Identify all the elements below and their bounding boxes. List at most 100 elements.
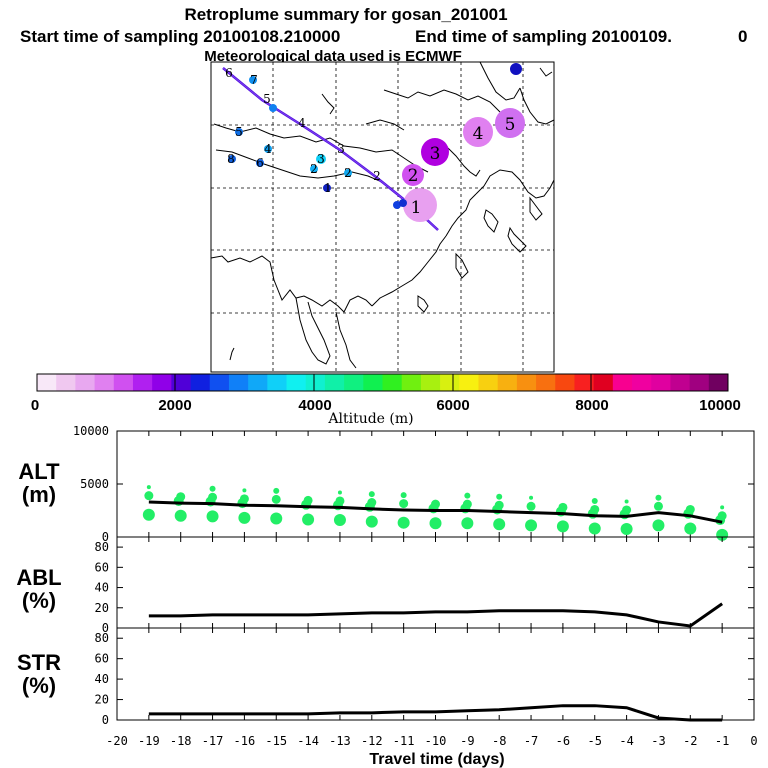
- colorbar-swatch: [440, 374, 460, 391]
- colorbar-swatch: [305, 374, 326, 391]
- abl-series-line: [148, 602, 724, 628]
- colorbar-swatch: [612, 374, 633, 391]
- traj-dot: [344, 169, 352, 177]
- colorbar-swatch: [420, 374, 441, 391]
- traj-label: 4: [298, 116, 306, 130]
- traj-dot: [310, 165, 318, 173]
- met-data-label: Meteorological data used is ECMWF: [204, 48, 462, 65]
- colorbar-tick: 8000: [575, 397, 608, 414]
- colorbar-swatch: [228, 374, 249, 391]
- x-tick-label: -4: [619, 734, 633, 748]
- alt-scatter-point: [242, 488, 247, 493]
- alt-scatter-point: [302, 513, 315, 526]
- alt-scatter-point: [368, 491, 375, 498]
- traj-dot: [316, 154, 326, 164]
- colorbar-swatch: [574, 374, 595, 391]
- alt-scatter-point: [461, 517, 474, 530]
- alt-scatter-point: [142, 508, 155, 521]
- x-tick-label: -14: [297, 734, 319, 748]
- map-grid: [211, 62, 554, 372]
- x-tick-label: -6: [556, 734, 570, 748]
- x-tick-label: -18: [170, 734, 192, 748]
- x-axis-label: Travel time (days): [369, 751, 504, 768]
- colorbar-swatch: [708, 374, 729, 391]
- traj-dot: [399, 199, 407, 207]
- colorbar-swatch: [651, 374, 671, 391]
- alt-scatter-point: [146, 485, 151, 490]
- plume-cluster-2: [402, 164, 424, 186]
- colorbar-swatch: [632, 374, 652, 391]
- colorbar-swatch: [593, 374, 614, 391]
- colorbar-swatch: [94, 374, 115, 391]
- traj-label: 8: [227, 152, 235, 166]
- traj-label: 6: [225, 66, 233, 80]
- traj-dot: [269, 104, 277, 112]
- plume-cluster-1: [403, 188, 437, 222]
- alt-scatter-point: [526, 501, 536, 511]
- alt-scatter-point: [397, 516, 410, 529]
- traj-label: 7: [250, 73, 258, 87]
- colorbar-swatch: [324, 374, 345, 391]
- y-tick-label: 80: [95, 631, 109, 645]
- traj-label: 6: [256, 156, 264, 170]
- colorbar-tick: 10000: [699, 397, 741, 414]
- plume-cluster-5: [495, 108, 525, 138]
- start-time: Start time of sampling 20100108.210000: [20, 27, 340, 46]
- str-frame: [116, 627, 755, 721]
- y-tick-label: 80: [95, 540, 109, 554]
- x-tick-label: -12: [361, 734, 383, 748]
- y-tick-label: 20: [95, 601, 109, 615]
- alt-scatter-point: [174, 509, 187, 522]
- traj-label: 2: [344, 166, 352, 180]
- alt-scatter-point: [720, 505, 725, 510]
- alt-scatter-point: [591, 497, 598, 504]
- plume-cluster-labels: 1 2 3 4 5: [408, 115, 516, 218]
- colorbar-tick: 2000: [158, 397, 191, 414]
- colorbar-swatch: [209, 374, 230, 391]
- traj-label: 5: [263, 92, 271, 106]
- colorbar-title: Altitude (m): [327, 411, 413, 427]
- colorbar-swatch: [171, 374, 191, 391]
- colorbar-swatch: [478, 374, 499, 391]
- y-tick-label: 40: [95, 581, 109, 595]
- traj-dot: [235, 128, 243, 136]
- x-tick-label: -3: [651, 734, 665, 748]
- colorbar-tick: 0: [31, 397, 39, 414]
- colorbar-swatch: [190, 374, 211, 391]
- alt-series-line: [148, 500, 723, 524]
- traj-dot: [256, 159, 264, 167]
- colorbar-swatch: [132, 374, 153, 391]
- colorbar-ticks: 0 2000 4000 6000 8000 10000: [31, 397, 741, 414]
- alt-scatter-point: [270, 512, 283, 525]
- traj-label: 1: [324, 181, 332, 195]
- alt-scatter-point: [716, 528, 729, 541]
- x-tick-label: -1: [715, 734, 729, 748]
- coastlines: [210, 61, 555, 369]
- y-tick-label: 40: [95, 672, 109, 686]
- traj-label: 5: [235, 125, 243, 139]
- alt-scatter-point: [400, 492, 407, 499]
- plume-cluster-4: [463, 117, 493, 147]
- alt-scatter-point: [493, 518, 506, 531]
- colorbar-swatch: [286, 374, 307, 391]
- colorbar-frame: [36, 373, 729, 392]
- alt-scatter-point: [652, 519, 665, 532]
- x-tick-label: -13: [329, 734, 351, 748]
- plume-label: 3: [430, 144, 441, 164]
- x-tick-label: -17: [202, 734, 224, 748]
- colorbar-swatch: [689, 374, 710, 391]
- y-tick-label: 60: [95, 652, 109, 666]
- colorbar-swatch: [267, 374, 287, 391]
- y-tick-label: 5000: [80, 477, 109, 491]
- colorbar-swatch: [152, 374, 172, 391]
- x-tick-label: -11: [393, 734, 415, 748]
- traj-label: 3: [337, 142, 345, 156]
- colorbar-swatch: [56, 374, 76, 391]
- abl-title: ABL: [16, 565, 61, 590]
- alt-scatter-point: [496, 493, 503, 500]
- colorbar-swatch: [344, 374, 364, 391]
- x-tick-label: -10: [425, 734, 447, 748]
- alt-scatter-point: [333, 514, 346, 527]
